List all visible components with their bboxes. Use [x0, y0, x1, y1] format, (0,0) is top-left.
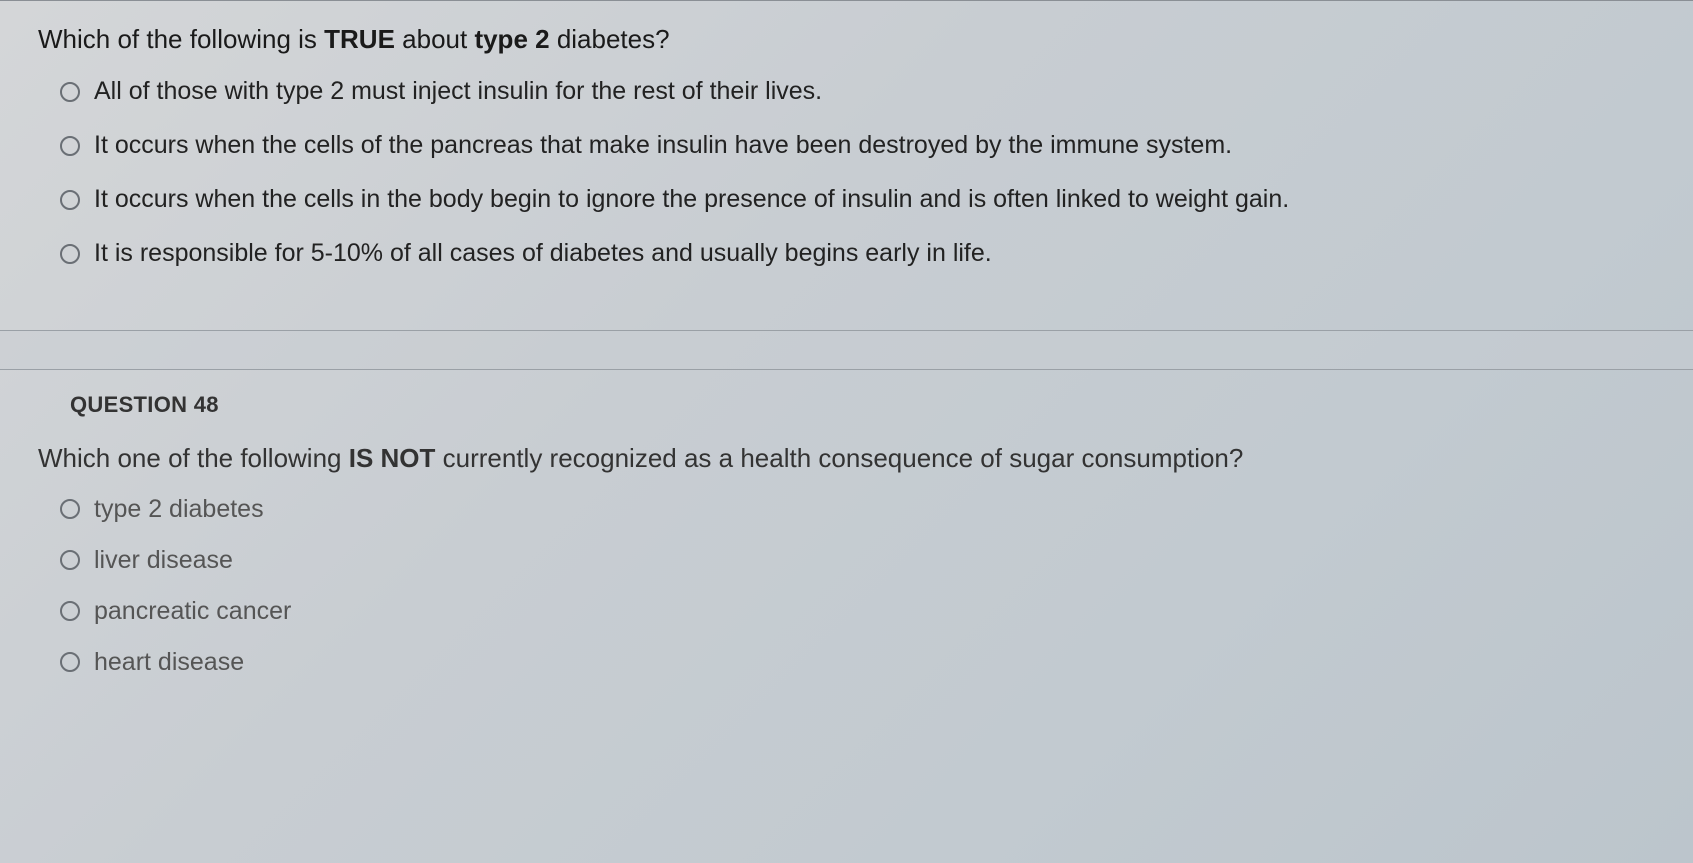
question-1-block: Which of the following is TRUE about typ… [0, 1, 1693, 320]
question-2-options: type 2 diabetes liver disease pancreatic… [0, 495, 1693, 677]
q1-option-label: It occurs when the cells of the pancreas… [94, 129, 1232, 163]
q1-option-row[interactable]: It occurs when the cells in the body beg… [60, 183, 1655, 217]
radio-button[interactable] [60, 499, 80, 519]
q1-option-row[interactable]: It is responsible for 5-10% of all cases… [60, 237, 1655, 271]
q1-text-bold1: TRUE [324, 24, 395, 54]
q1-option-label: All of those with type 2 must inject ins… [94, 75, 822, 109]
radio-button[interactable] [60, 652, 80, 672]
question-2-header: QUESTION 48 [0, 370, 1693, 440]
q2-text-suffix: currently recognized as a health consequ… [435, 443, 1243, 473]
q2-option-row[interactable]: type 2 diabetes [60, 495, 1693, 524]
radio-button[interactable] [60, 601, 80, 621]
q1-text-bold2: type 2 [474, 24, 549, 54]
q1-text-suffix: diabetes? [550, 24, 670, 54]
radio-button[interactable] [60, 550, 80, 570]
q2-option-label: pancreatic cancer [94, 597, 291, 626]
q2-option-row[interactable]: liver disease [60, 546, 1693, 575]
q2-option-row[interactable]: heart disease [60, 648, 1693, 677]
q2-option-label: heart disease [94, 648, 244, 677]
radio-button[interactable] [60, 82, 80, 102]
question-2-prompt: Which one of the following IS NOT curren… [0, 440, 1693, 494]
q2-option-row[interactable]: pancreatic cancer [60, 597, 1693, 626]
q1-option-row[interactable]: It occurs when the cells of the pancreas… [60, 129, 1655, 163]
q2-option-label: type 2 diabetes [94, 495, 264, 524]
radio-button[interactable] [60, 244, 80, 264]
q1-option-row[interactable]: All of those with type 2 must inject ins… [60, 75, 1655, 109]
q1-option-label: It occurs when the cells in the body beg… [94, 183, 1289, 217]
radio-button[interactable] [60, 190, 80, 210]
q2-text-bold: IS NOT [349, 443, 436, 473]
question-1-prompt: Which of the following is TRUE about typ… [38, 21, 1655, 57]
radio-button[interactable] [60, 136, 80, 156]
question-1-options: All of those with type 2 must inject ins… [38, 75, 1655, 270]
q1-option-label: It is responsible for 5-10% of all cases… [94, 237, 992, 271]
q2-option-label: liver disease [94, 546, 233, 575]
q1-text-prefix: Which of the following is [38, 24, 324, 54]
quiz-container: Which of the following is TRUE about typ… [0, 0, 1693, 677]
q2-text-prefix: Which one of the following [38, 443, 349, 473]
q1-text-mid: about [395, 24, 475, 54]
question-divider [0, 330, 1693, 370]
